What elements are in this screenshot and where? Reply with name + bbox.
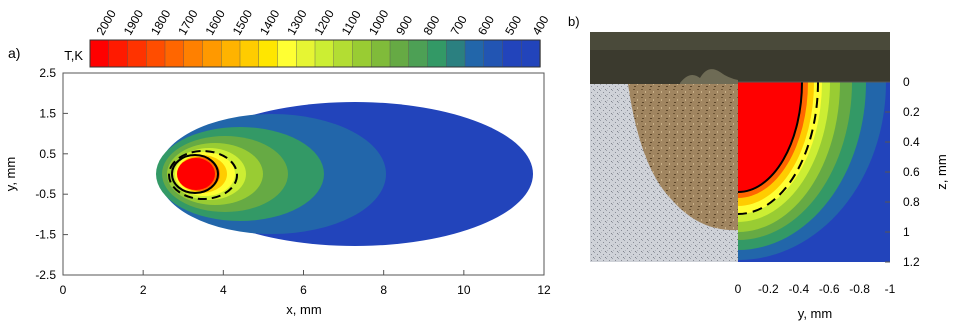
colorbar-cell [446,39,466,68]
colorbar-tick-label: 1500 [230,7,256,37]
y-tick-label: 0.2 [903,105,920,119]
colorbar-cell [239,39,260,68]
y-tick-label: 1.2 [903,255,920,269]
panel-a-label: a) [8,45,20,61]
x-axis-ticks-b: 0 -0.2 -0.4 -0.6 -0.8 -1 [735,282,896,296]
colorbar-tick-label: 1100 [339,8,364,38]
x-tick-label: 0 [735,282,742,296]
colorbar-cell [371,39,391,68]
temperature-field-a [156,102,533,246]
colorbar-cell [146,39,166,68]
colorbar-tick-label: 1400 [257,7,283,37]
y-tick-label: -1.5 [35,228,56,242]
colorbar-cell [483,39,504,68]
x-tick-label: 4 [220,283,227,297]
y-axis-label-b: z, mm [934,154,949,189]
x-tick-label: -0.2 [758,282,779,296]
colorbar-tick-label: 500 [502,13,524,38]
colorbar-cell [333,39,354,68]
cross-section-micrograph [590,32,890,262]
x-tick-label: -0.8 [849,282,870,296]
colorbar-cell [502,39,522,68]
colorbar-cell [352,39,372,68]
colorbar-cell [183,39,204,68]
y-tick-label: -2.5 [35,268,56,282]
colorbar-cell [258,39,279,68]
colorbar-cell [221,39,241,68]
y-tick-label: 1 [903,225,910,239]
y-tick-label: 1.5 [39,106,56,120]
colorbar-cell [277,39,297,68]
colorbar-cell [408,39,429,68]
colorbar-cell [108,39,129,68]
melt-pool-b [738,82,802,192]
colorbar-cell [89,39,110,68]
solidus-line-a [171,154,219,194]
colorbar-cell [164,39,185,68]
colorbar-cell [464,39,485,68]
y-tick-label: 2.5 [39,66,56,80]
colorbar-tick-label: 1800 [148,7,174,37]
x-tick-label: -0.6 [819,282,840,296]
colorbar-cell [389,39,410,68]
y-tick-label: 0.6 [903,165,920,179]
colorbar-tick-label: 700 [448,13,470,38]
colorbar-tick-label: 800 [420,13,442,38]
colorbar-tick-label: 1000 [366,7,392,37]
colorbar-tick-label: 1700 [175,7,201,37]
y-axis-ticks-b: 0 0.2 0.4 0.6 0.8 1 1.2 [885,75,920,269]
y-tick-label: 0.4 [903,135,920,149]
x-tick-label: 10 [457,283,471,297]
colorbar-cell [127,39,147,68]
colorbar-tick-label: 2000 [93,7,119,37]
y-tick-label: 0 [903,75,910,89]
colorbar-tick-label: 1600 [202,7,228,37]
colorbar-cell [296,39,316,68]
x-axis-label-a: x, mm [286,302,321,317]
x-tick-label: -0.4 [788,282,809,296]
y-tick-label: -0.5 [35,187,56,201]
colorbar-tick-label: 400 [529,13,551,38]
colorbar-title: T,K [64,48,83,63]
x-tick-label: 12 [537,283,551,297]
y-axis-label-a: y, mm [3,157,18,191]
colorbar-tick-label: 1300 [284,7,310,37]
y-tick-label: 0.8 [903,195,920,209]
panel-b-label: b) [568,14,580,29]
x-tick-label: 6 [300,283,307,297]
colorbar-cell [521,39,541,68]
colorbar-cell [427,39,447,68]
x-tick-label: 2 [140,283,147,297]
colorbar-cell [314,39,335,68]
colorbar-frame [89,39,541,68]
x-axis-label-b: y, mm [798,306,832,321]
x-axis-ticks-a: 0 2 4 6 8 10 12 [60,270,551,297]
melt-pool-a [177,158,215,190]
y-axis-ticks-a: 2.5 1.5 0.5 -0.5 -1.5 -2.5 [35,66,68,282]
x-tick-label: -1 [885,282,896,296]
colorbar-tick-label: 600 [475,13,497,38]
x-tick-label: 8 [380,283,387,297]
colorbar [89,39,541,68]
colorbar-tick-label: 900 [393,13,415,38]
colorbar-cell [202,39,222,68]
haz-boundary-a [168,150,238,200]
colorbar-tick-label: 1900 [121,7,147,37]
x-tick-label: 0 [60,283,67,297]
colorbar-tick-label: 1200 [311,7,337,37]
temperature-field-b [738,82,890,262]
y-tick-label: 0.5 [39,147,56,161]
colorbar-ticks: 2000 1900 1800 1700 1600 1500 1400 1300 1200 1100… [93,7,551,37]
